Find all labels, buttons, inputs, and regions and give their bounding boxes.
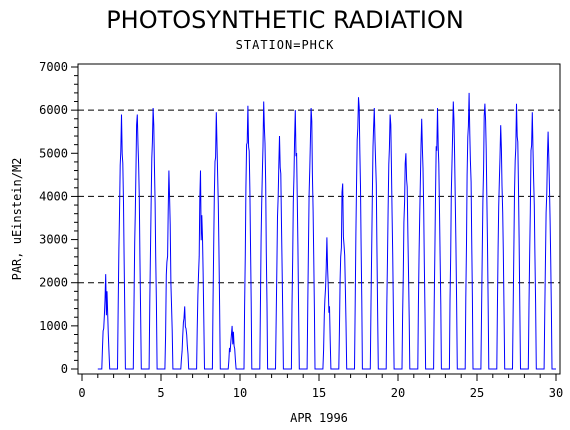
chart-subtitle: STATION=PHCK [235, 38, 335, 52]
y-tick-label: 0 [61, 362, 68, 376]
x-tick-label: 15 [312, 386, 326, 400]
series-group [97, 92, 556, 370]
x-tick-label: 20 [391, 386, 405, 400]
y-tick-label: 3000 [39, 233, 68, 247]
reference-lines [78, 109, 560, 284]
chart-title: PHOTOSYNTHETIC RADIATION [106, 6, 464, 34]
par-series-line [97, 92, 556, 370]
x-tick-label: 10 [233, 386, 247, 400]
x-tick-label: 25 [470, 386, 484, 400]
x-tick-label: 5 [157, 386, 164, 400]
y-tick-label: 7000 [39, 60, 68, 74]
x-tick-label: 0 [78, 386, 85, 400]
y-tick-label: 2000 [39, 276, 68, 290]
x-axis-label: APR 1996 [290, 411, 348, 425]
y-tick-label: 4000 [39, 189, 68, 203]
y-axis: 0 1000 2000 3000 4000 5000 6000 7000 [39, 60, 78, 376]
y-tick-label: 6000 [39, 103, 68, 117]
x-tick-label: 30 [549, 386, 563, 400]
y-tick-label: 1000 [39, 319, 68, 333]
y-axis-label: PAR, uEinstein/M2 [10, 158, 24, 281]
x-axis: 0 5 10 15 20 25 30 [78, 374, 563, 400]
y-tick-label: 5000 [39, 146, 68, 160]
